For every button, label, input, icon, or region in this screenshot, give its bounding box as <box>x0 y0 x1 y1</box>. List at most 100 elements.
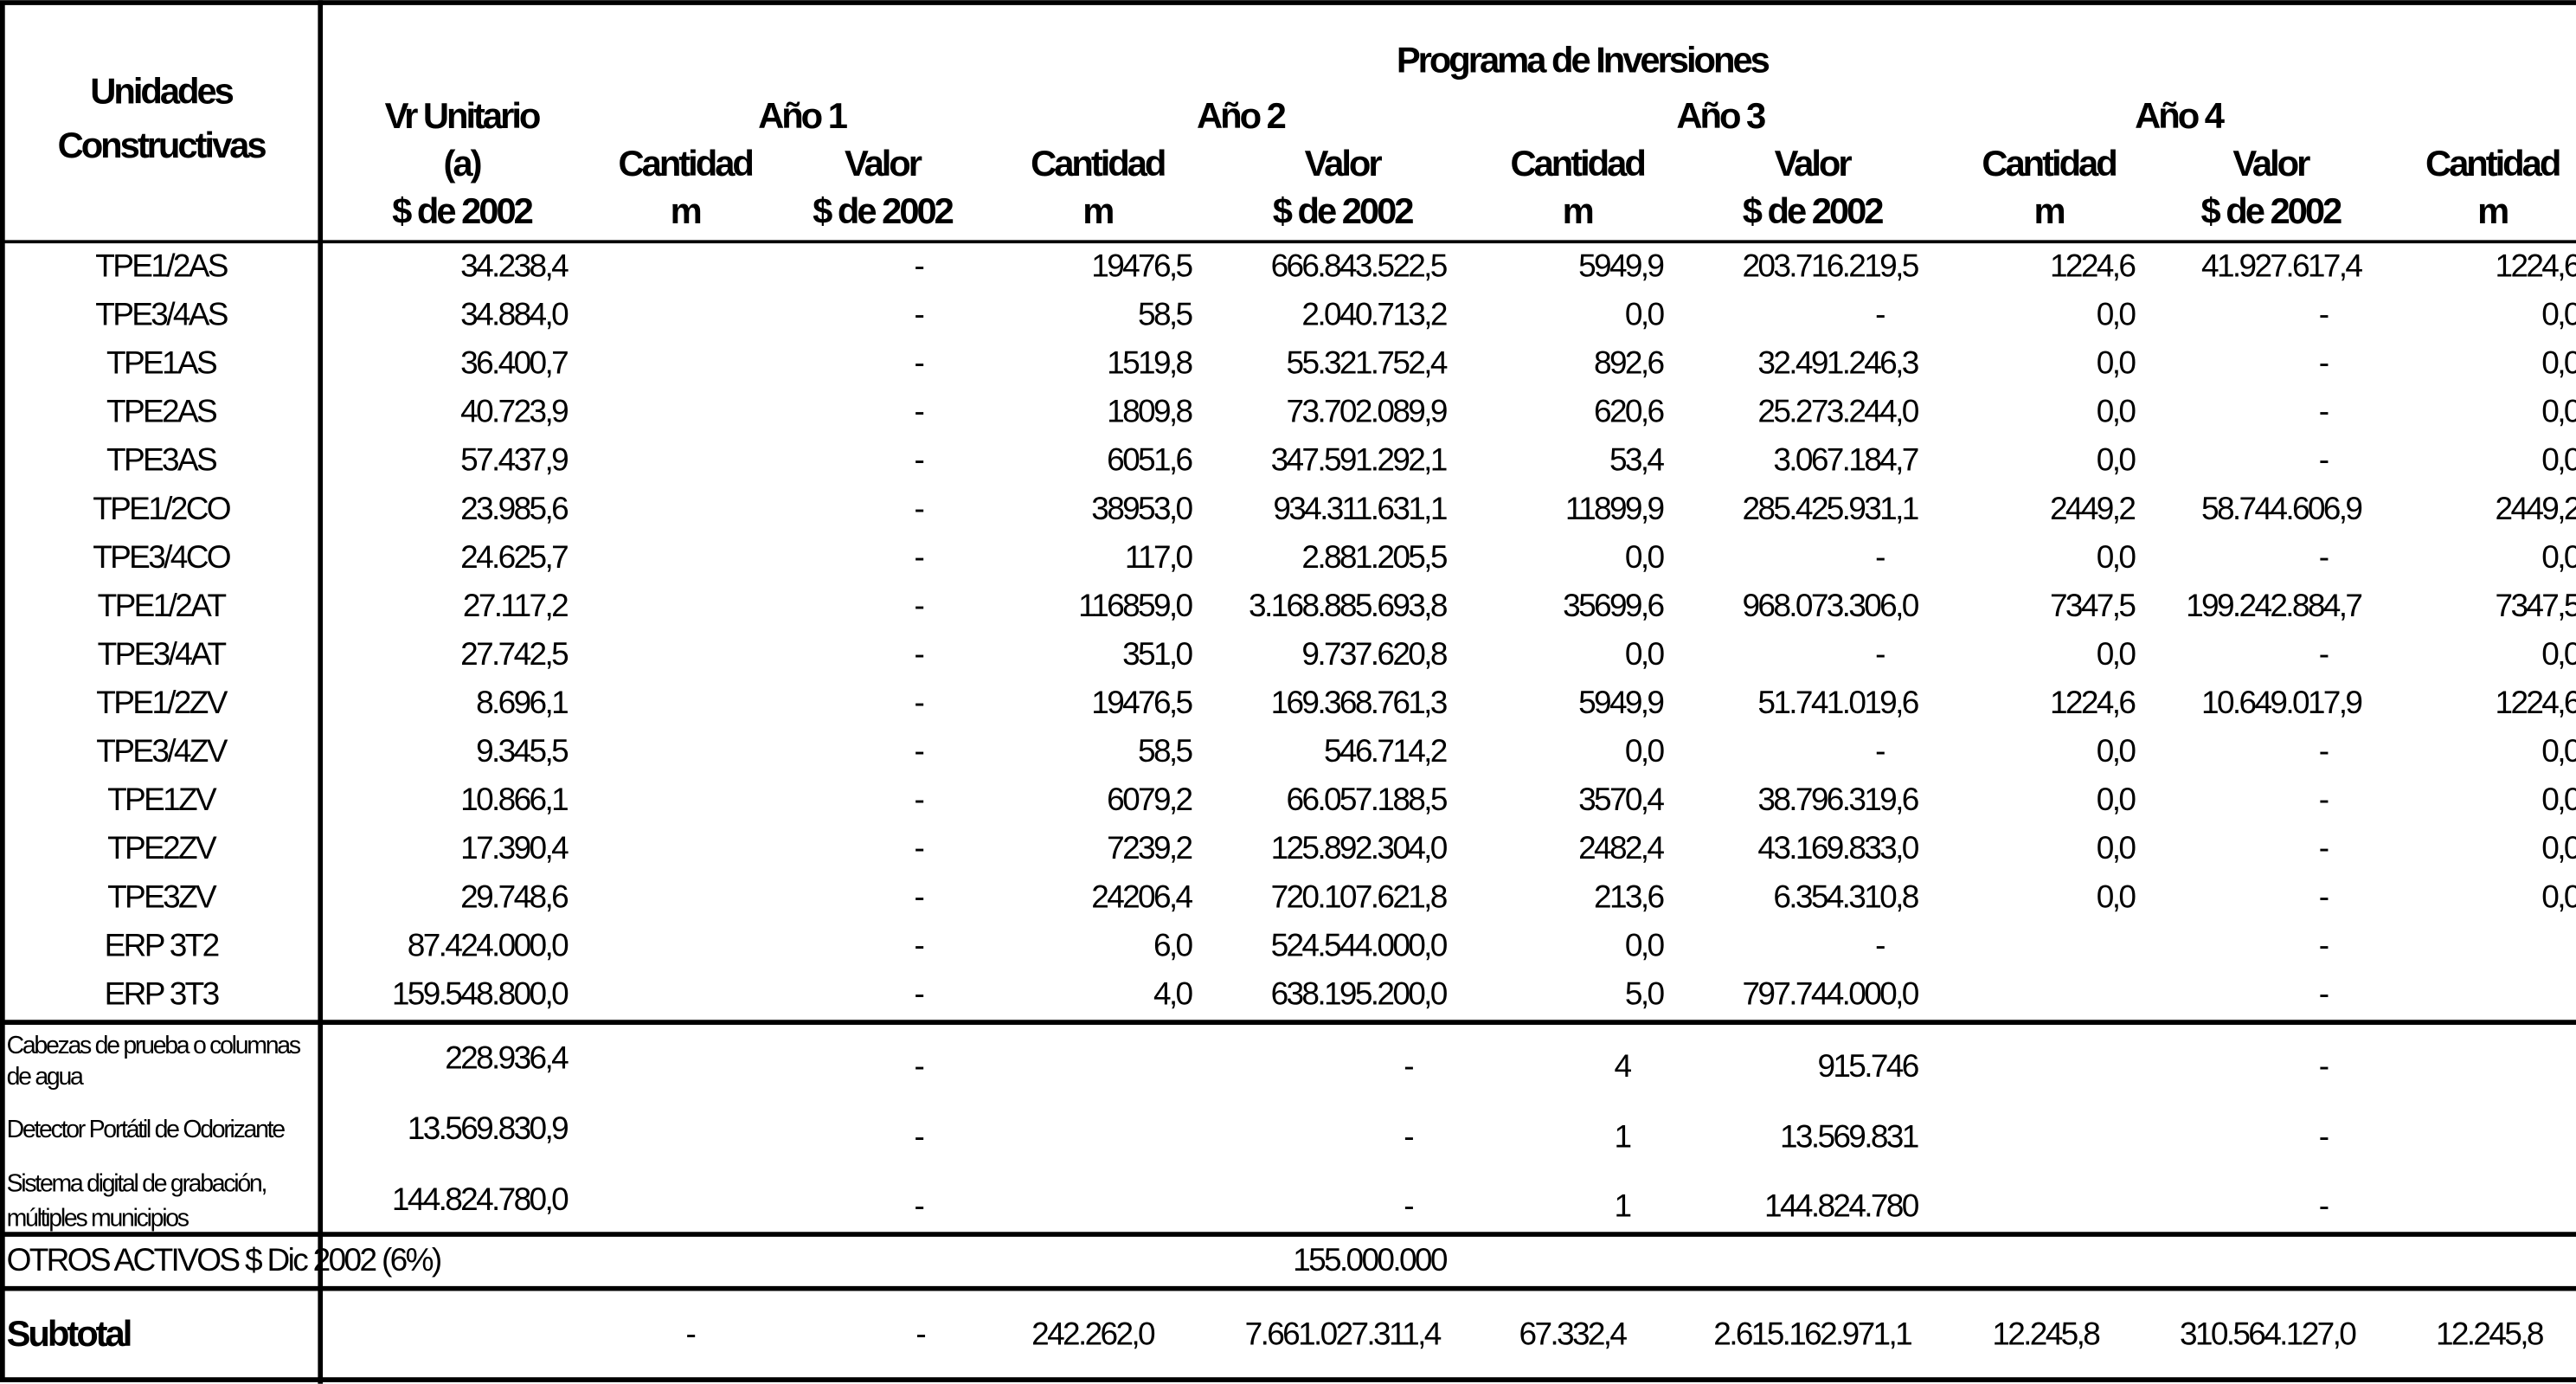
cell-dash: - <box>1404 1187 1413 1223</box>
year-head: Año 1 <box>758 95 848 136</box>
row-label: TPE1/2ZV <box>96 684 228 720</box>
cell-value: 1809,8 <box>1107 393 1192 429</box>
subtotal-value: 12.245,8 <box>1992 1316 2099 1352</box>
cell-value: 29.748,6 <box>460 878 568 914</box>
column-head: $ de 2002 <box>1273 190 1413 231</box>
cell-value: 117,0 <box>1125 538 1193 575</box>
cell-dash: - <box>2319 878 2329 914</box>
column-head: m <box>1563 190 1593 231</box>
row-label: TPE3ZV <box>107 878 217 914</box>
year-head: Año 3 <box>1676 95 1765 136</box>
cell-value: 2449,2 <box>2496 490 2576 526</box>
cell-value: 5949,9 <box>1578 247 1663 283</box>
cell-value: 351,0 <box>1122 635 1192 672</box>
cell-dash: - <box>914 635 923 672</box>
cell-value: 0,0 <box>2097 344 2136 381</box>
cell-dash: - <box>1875 926 1885 962</box>
row-label: múltiples municipios <box>7 1204 190 1232</box>
cell-dash: - <box>1404 1118 1413 1155</box>
cell-value: 1 <box>1614 1187 1630 1223</box>
cell-value: 915.746 <box>1817 1047 1918 1084</box>
cell-value: 87.424.000,0 <box>408 926 569 962</box>
cell-value: 203.716.219,5 <box>1742 247 1918 283</box>
cell-value: 43.169.833,0 <box>1757 829 1918 866</box>
cell-value: 11899,9 <box>1565 490 1664 526</box>
column-head: Cantidad <box>619 143 753 183</box>
row-label: TPE2AS <box>106 393 216 429</box>
cell-value: 24206,4 <box>1091 878 1192 914</box>
cell-dash: - <box>914 829 923 866</box>
cell-value: 32.491.246,3 <box>1757 344 1918 381</box>
cell-value: 892,6 <box>1594 344 1663 381</box>
cell-value: 1224,6 <box>2050 247 2135 283</box>
cell-value: 3.168.885.693,8 <box>1249 587 1447 623</box>
cell-dash: - <box>2319 926 2329 962</box>
row-label: TPE2ZV <box>107 829 217 866</box>
unit-price-head: Vr Unitario <box>385 95 540 136</box>
cell-value: 0,0 <box>2097 878 2136 914</box>
cell-dash: - <box>914 732 923 769</box>
cell-value: 27.117,2 <box>463 587 568 623</box>
cell-value: 6079,2 <box>1107 781 1192 817</box>
unit-label: Constructivas <box>58 125 267 165</box>
cell-value: 934.311.631,1 <box>1273 490 1446 526</box>
cell-value: 24.625,7 <box>460 538 568 575</box>
cell-value: 0,0 <box>2541 538 2576 575</box>
column-head: Cantidad <box>1982 143 2116 183</box>
cell-value: 0,0 <box>1625 635 1665 672</box>
cell-value: 116859,0 <box>1078 587 1192 623</box>
cell-value: 13.569.830,9 <box>408 1110 568 1146</box>
cell-value: 10.649.017,9 <box>2201 684 2361 720</box>
cell-dash: - <box>1875 732 1885 769</box>
cell-value: 797.744.000,0 <box>1742 975 1918 1011</box>
cell-value: 0,0 <box>2541 732 2576 769</box>
column-head: m <box>2034 190 2065 231</box>
cell-value: 5949,9 <box>1578 684 1663 720</box>
row-label: TPE1/2AT <box>98 587 227 623</box>
column-head: Valor <box>845 143 922 183</box>
row-label: Cabezas de prueba o columnas <box>7 1032 301 1059</box>
cell-value: 0,0 <box>2541 344 2576 381</box>
cell-value: 0,0 <box>2541 393 2576 429</box>
subtotal-value: - <box>686 1316 696 1352</box>
cell-value: 1224,6 <box>2496 247 2576 283</box>
cell-value: 23.985,6 <box>460 490 568 526</box>
cell-dash: - <box>914 684 923 720</box>
cell-value: 2.881.205,5 <box>1301 538 1447 575</box>
cell-value: 0,0 <box>2097 829 2136 866</box>
cell-dash: - <box>914 441 923 478</box>
cell-value: 0,0 <box>2097 538 2136 575</box>
cell-value: 40.723,9 <box>460 393 568 429</box>
subtotal-value: 2.615.162.971,1 <box>1713 1316 1911 1352</box>
column-head: Cantidad <box>1031 143 1165 183</box>
row-label: Detector Portátil de Odorizante <box>7 1116 286 1143</box>
cell-dash: - <box>914 247 923 283</box>
cell-value: 66.057.188,5 <box>1287 781 1448 817</box>
cell-value: 0,0 <box>2541 296 2576 332</box>
year-head: Año 4 <box>2135 95 2225 136</box>
subtotal-label: Subtotal <box>7 1313 131 1354</box>
cell-value: 0,0 <box>2541 635 2576 672</box>
cell-dash: - <box>914 490 923 526</box>
unit-label: Unidades <box>90 70 233 111</box>
column-head: Valor <box>1775 143 1853 183</box>
subtotal-value: 7.661.027.311,4 <box>1245 1316 1442 1352</box>
program-title: Programa de Inversiones <box>1397 39 1770 80</box>
cell-dash: - <box>914 878 923 914</box>
cell-value: 620,6 <box>1594 393 1663 429</box>
cell-value: 9.345,5 <box>476 732 569 769</box>
cell-value: 0,0 <box>2097 296 2136 332</box>
cell-value: 36.400,7 <box>460 344 568 381</box>
cell-value: 1 <box>1614 1118 1630 1155</box>
cell-value: 0,0 <box>2097 393 2136 429</box>
cell-dash: - <box>2319 441 2329 478</box>
cell-dash: - <box>1875 296 1885 332</box>
row-label: TPE1/2CO <box>93 490 231 526</box>
cell-value: 7347,5 <box>2050 587 2136 623</box>
column-head: Valor <box>1305 143 1383 183</box>
cell-dash: - <box>1875 538 1885 575</box>
cell-dash: - <box>2319 344 2329 381</box>
cell-value: 55.321.752,4 <box>1287 344 1448 381</box>
